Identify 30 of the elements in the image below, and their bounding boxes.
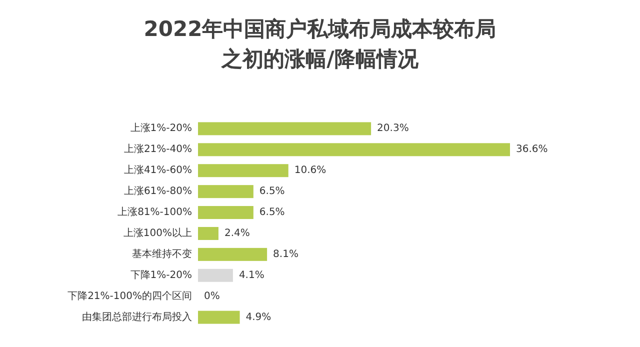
data-label: 6.5%: [259, 207, 285, 218]
bar: [198, 122, 372, 136]
chart-title: 2022年中国商户私域布局成本较布局之初的涨幅/降幅情况: [144, 17, 496, 71]
bar: [198, 268, 233, 282]
data-label: 2.4%: [224, 228, 250, 239]
y-tick-label: 上涨21%-40%: [124, 143, 192, 156]
data-label: 8.1%: [273, 248, 298, 260]
data-label: 36.6%: [516, 144, 548, 156]
y-tick-label: 由集团总部进行布局投入: [82, 310, 192, 323]
y-tick-label: 上涨100%以上: [123, 226, 192, 239]
y-tick-label: 上涨81%-100%: [118, 206, 192, 218]
y-tick-label: 上涨41%-60%: [124, 164, 192, 176]
y-tick-label: 基本维持不变: [132, 248, 192, 260]
data-label: 4.1%: [238, 270, 264, 281]
bar: [198, 310, 240, 324]
data-label: 6.5%: [259, 186, 285, 198]
y-tick-label: 上涨61%-80%: [124, 185, 192, 198]
data-label: 20.3%: [377, 123, 409, 134]
bar: [198, 226, 218, 240]
data-label: 4.9%: [246, 312, 272, 323]
bar: [198, 143, 510, 156]
bar: [198, 185, 254, 198]
y-tick-label: 下降1%-20%: [130, 268, 192, 281]
y-tick-label: 下降21%-100%的四个区间: [68, 290, 192, 302]
data-label: 10.6%: [294, 165, 326, 176]
y-tick-label: 上涨1%-20%: [130, 122, 192, 134]
bar: [198, 206, 254, 220]
data-label: 0%: [204, 290, 220, 302]
bar: [198, 164, 288, 178]
bar: [198, 248, 268, 261]
